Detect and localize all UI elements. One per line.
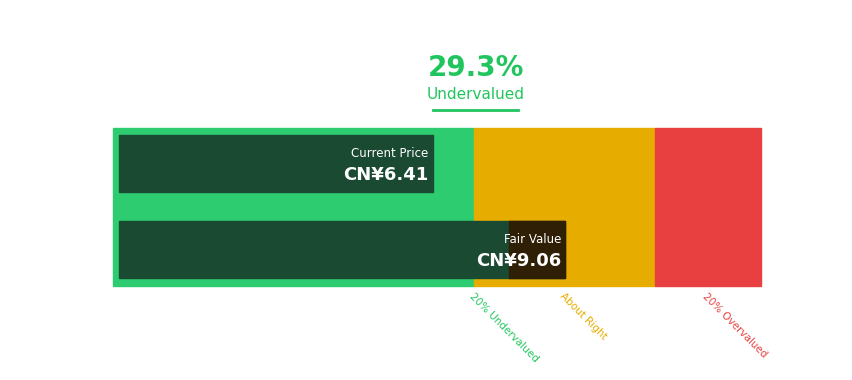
Bar — [113, 128, 474, 285]
Bar — [654, 128, 760, 285]
Text: Current Price: Current Price — [350, 147, 428, 160]
Text: CN¥6.41: CN¥6.41 — [343, 166, 428, 184]
Text: Undervalued: Undervalued — [426, 87, 524, 101]
Bar — [118, 221, 564, 278]
Text: Fair Value: Fair Value — [504, 233, 561, 246]
Bar — [508, 221, 564, 278]
Text: CN¥9.06: CN¥9.06 — [475, 252, 561, 271]
Bar — [118, 135, 432, 192]
Text: About Right: About Right — [557, 291, 607, 342]
Bar — [474, 128, 654, 285]
Text: 20% Undervalued: 20% Undervalued — [467, 291, 539, 364]
Text: 29.3%: 29.3% — [427, 54, 523, 82]
Text: 20% Overvalued: 20% Overvalued — [700, 291, 769, 359]
